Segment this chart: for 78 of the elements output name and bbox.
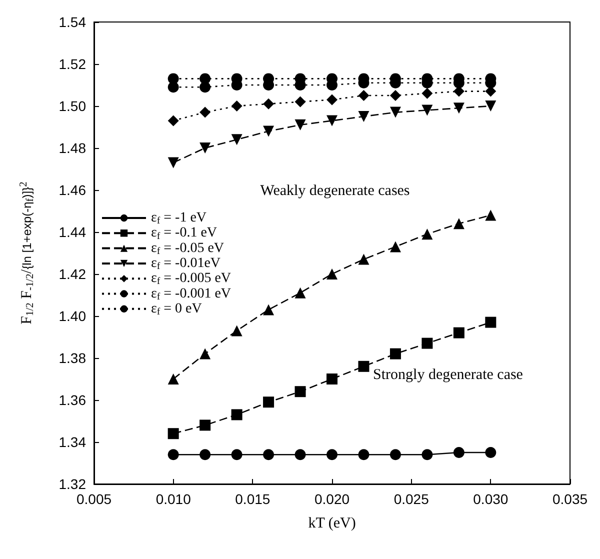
y-tick-label: 1.52 xyxy=(58,56,86,72)
x-axis-title: kT (eV) xyxy=(308,516,356,532)
point xyxy=(263,304,274,316)
y-tick-label: 1.48 xyxy=(58,140,86,156)
y-tick-label: 1.32 xyxy=(58,476,86,492)
point xyxy=(485,316,496,328)
point xyxy=(422,228,433,240)
point xyxy=(358,90,370,101)
point xyxy=(200,449,211,460)
point xyxy=(390,241,401,252)
y-tick-label: 1.54 xyxy=(58,14,86,30)
point xyxy=(231,449,242,460)
point xyxy=(326,94,338,106)
point xyxy=(263,126,274,137)
y-tick-label: 1.50 xyxy=(58,98,86,114)
y-tick-label: 1.38 xyxy=(58,350,86,366)
point xyxy=(453,447,464,458)
point xyxy=(294,449,306,460)
point xyxy=(422,338,433,349)
point xyxy=(294,96,306,108)
point xyxy=(326,115,338,126)
point xyxy=(485,210,496,221)
point xyxy=(485,100,496,112)
x-tick-label: 0.020 xyxy=(314,491,350,507)
point xyxy=(453,327,464,338)
point xyxy=(390,449,401,460)
y-tick-label: 1.40 xyxy=(58,308,86,324)
point xyxy=(168,115,179,126)
point xyxy=(422,104,433,116)
y-tick-label: 1.44 xyxy=(58,224,86,240)
point xyxy=(422,449,433,460)
point xyxy=(390,348,401,360)
point xyxy=(263,396,274,408)
text: F1/2 F-1/2/{ln [1+exp(-ηf)]}2 xyxy=(18,182,36,324)
x-tick-label: 0.010 xyxy=(156,491,192,507)
point xyxy=(200,348,211,360)
annotation: Weakly degenerate cases xyxy=(260,183,410,199)
x-tick-label: 0.005 xyxy=(76,491,112,507)
point xyxy=(168,428,179,440)
point xyxy=(168,449,179,460)
point xyxy=(326,449,338,460)
point xyxy=(453,102,464,114)
point xyxy=(168,374,179,384)
point xyxy=(231,325,242,336)
point xyxy=(358,254,370,265)
point xyxy=(326,374,338,384)
point xyxy=(358,111,370,122)
point xyxy=(263,449,274,460)
point xyxy=(326,268,338,280)
point xyxy=(168,73,179,84)
y-tick-label: 1.46 xyxy=(58,182,86,198)
x-tick-label: 0.035 xyxy=(552,491,588,507)
point xyxy=(453,218,464,230)
point xyxy=(358,449,370,460)
point xyxy=(294,119,306,130)
point xyxy=(294,386,306,398)
point xyxy=(390,90,401,101)
y-tick-label: 1.34 xyxy=(58,434,86,450)
point xyxy=(200,106,211,118)
annotation: Strongly degenerate case xyxy=(373,367,524,383)
y-tick-label: 1.42 xyxy=(58,266,86,282)
point xyxy=(200,142,211,154)
point xyxy=(231,100,242,112)
point xyxy=(231,134,242,146)
point xyxy=(168,157,179,168)
x-tick-label: 0.025 xyxy=(394,491,430,507)
point xyxy=(200,420,211,431)
point xyxy=(422,88,433,99)
point xyxy=(485,447,496,458)
point xyxy=(390,106,401,118)
point xyxy=(231,409,242,420)
point xyxy=(263,98,274,110)
point xyxy=(200,73,211,84)
point xyxy=(294,287,306,298)
x-tick-label: 0.030 xyxy=(473,491,508,507)
y-tick-label: 1.36 xyxy=(58,392,86,408)
point xyxy=(358,360,370,372)
x-tick-label: 0.015 xyxy=(235,491,270,507)
